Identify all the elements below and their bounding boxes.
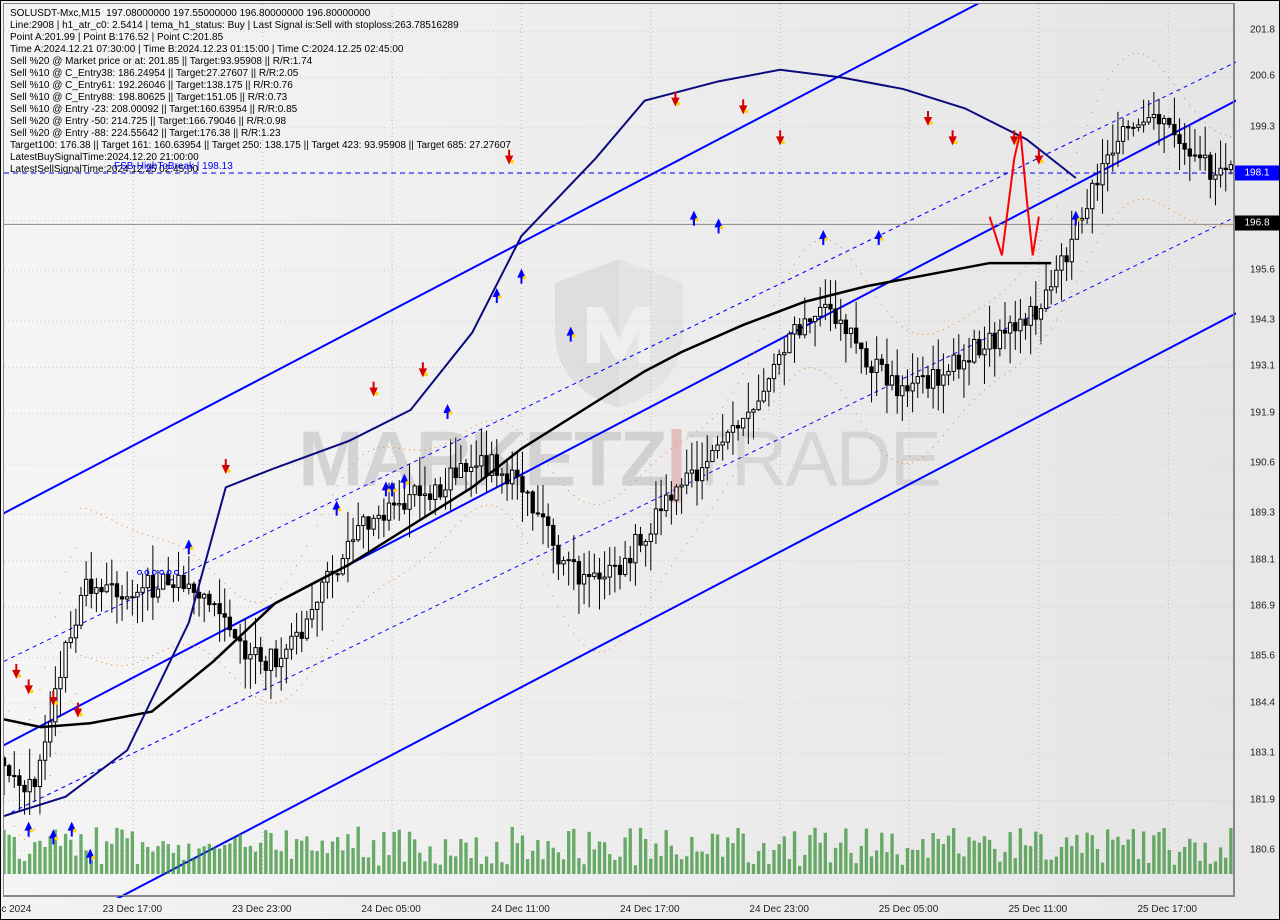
x-tick: 25 Dec 11:00	[1009, 904, 1068, 915]
y-tick: 180.6	[1250, 844, 1275, 855]
y-tick: 186.9	[1250, 601, 1275, 612]
watermark-accent: |	[666, 415, 686, 503]
y-tick: 185.6	[1250, 651, 1275, 662]
x-axis: 23 Dec 2024 23 Dec 17:00 23 Dec 23:00 24 De…	[3, 895, 1235, 919]
info-line: Sell %10 @ C_Entry38: 186.24954 || Targe…	[10, 68, 298, 79]
watermark-t2: TRADE	[685, 415, 939, 503]
symbol-ohlc: SOLUSDT-Mxc,M15 197.08000000 197.5500000…	[10, 8, 370, 19]
info-line: Sell %10 @ C_Entry88: 198.80625 || Targe…	[10, 92, 287, 103]
x-tick: 24 Dec 11:00	[491, 904, 550, 915]
info-line: Time A:2024.12.21 07:30:00 | Time B:2024…	[10, 44, 403, 55]
x-tick: 23 Dec 2024	[0, 904, 31, 915]
x-tick: 24 Dec 23:00	[749, 904, 809, 915]
y-tick: 188.1	[1250, 554, 1275, 565]
y-tick: 193.1	[1250, 361, 1275, 372]
info-line: Sell %20 @ Market price or at: 201.85 ||…	[10, 56, 312, 67]
x-tick: 24 Dec 17:00	[620, 904, 680, 915]
y-tick: 201.8	[1250, 25, 1275, 36]
y-tick: 189.3	[1250, 508, 1275, 519]
x-tick: 24 Dec 05:00	[361, 904, 421, 915]
info-line: Sell %10 @ Entry -23: 208.00092 || Targe…	[10, 104, 297, 115]
y-tick: 184.4	[1250, 697, 1275, 708]
watermark-logo	[539, 251, 699, 411]
info-line: Line:2908 | h1_atr_c0: 2.5414 | tema_h1_…	[10, 20, 459, 31]
chart-container: MARKETZ|TRADE SOLUSDT-Mxc,M15 197.080000…	[0, 0, 1280, 920]
x-tick: 25 Dec 17:00	[1137, 904, 1197, 915]
info-line: Target100: 176.38 || Target 161: 160.639…	[10, 140, 511, 151]
watermark-t1: MARKETZ	[298, 415, 665, 503]
y-tick: 200.6	[1250, 71, 1275, 82]
x-tick: 23 Dec 17:00	[103, 904, 163, 915]
fsb-highttobreak-label: FSB-HighToBreak | 198.13	[114, 161, 233, 172]
watermark-text: MARKETZ|TRADE	[298, 414, 939, 505]
info-line: Point A:201.99 | Point B:176.52 | Point …	[10, 32, 223, 43]
info-line: Sell %10 @ C_Entry61: 192.26046 || Targe…	[10, 80, 293, 91]
price-marker: 198.1	[1235, 166, 1279, 181]
y-tick: 190.6	[1250, 458, 1275, 469]
y-tick: 181.9	[1250, 794, 1275, 805]
price-marker: 196.8	[1235, 216, 1279, 231]
y-tick: 183.1	[1250, 748, 1275, 759]
y-tick: 194.3	[1250, 315, 1275, 326]
info-line: Sell %20 @ Entry -50: 214.725 || Target:…	[10, 116, 286, 127]
y-tick: 195.6	[1250, 264, 1275, 275]
x-tick: 25 Dec 05:00	[879, 904, 939, 915]
x-tick: 23 Dec 23:00	[232, 904, 292, 915]
y-axis: 201.8200.6199.3198.1196.9195.6194.3193.1…	[1233, 3, 1279, 897]
plot-area[interactable]: MARKETZ|TRADE SOLUSDT-Mxc,M15 197.080000…	[3, 3, 1235, 897]
y-tick: 191.9	[1250, 407, 1275, 418]
info-line: Sell %20 @ Entry -88: 224.55642 || Targe…	[10, 128, 281, 139]
y-tick: 199.3	[1250, 121, 1275, 132]
